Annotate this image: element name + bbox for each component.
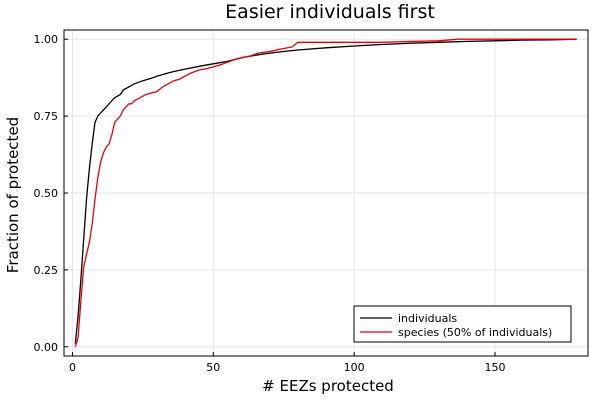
series-layer (74, 38, 577, 347)
chart-title: Easier individuals first (225, 1, 435, 23)
legend-label: individuals (398, 312, 457, 325)
x-tick-label: 100 (344, 361, 365, 374)
x-tick-label: 50 (206, 361, 220, 374)
x-axis-title: # EEZs protected (262, 377, 394, 395)
series-line-species (74, 38, 577, 347)
y-tick-label: 0.75 (34, 110, 59, 123)
x-tick-label: 0 (69, 361, 76, 374)
y-tick-label: 0.00 (34, 341, 59, 354)
legend-box (353, 305, 572, 343)
y-tick-label: 1.00 (34, 33, 59, 46)
series-line-individuals (74, 38, 577, 344)
tick-labels: 0 50 100 150 0.00 0.25 0.50 0.75 1.00 (34, 33, 506, 374)
x-tick-label: 150 (485, 361, 506, 374)
y-tick-label: 0.50 (34, 187, 59, 200)
y-tick-label: 0.25 (34, 264, 59, 277)
y-axis-title: Fraction of protected (4, 117, 22, 273)
legend-label: species (50% of individuals) (398, 326, 552, 339)
